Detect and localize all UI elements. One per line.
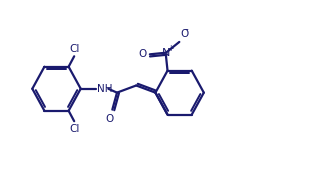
Text: -: - — [184, 24, 188, 34]
Text: Cl: Cl — [70, 124, 80, 134]
Text: O: O — [181, 29, 189, 39]
Text: +: + — [167, 44, 173, 53]
Text: Cl: Cl — [70, 44, 80, 54]
Text: O: O — [106, 114, 114, 124]
Text: N: N — [162, 48, 170, 58]
Text: NH: NH — [97, 84, 112, 94]
Text: O: O — [138, 49, 146, 59]
